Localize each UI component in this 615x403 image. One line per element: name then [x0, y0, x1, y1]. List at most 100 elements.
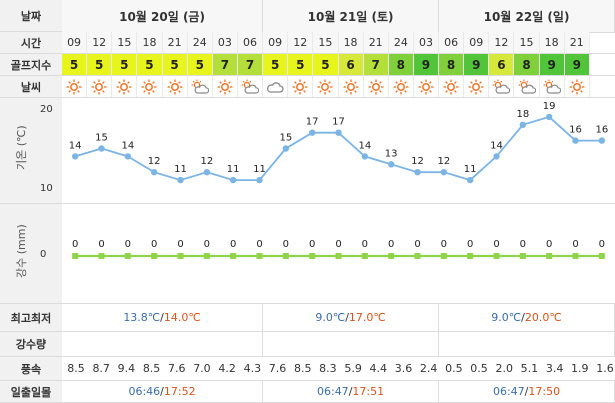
wind-value: 1.9 [571, 362, 589, 375]
temperature-point [414, 169, 421, 176]
wind-value: 8.7 [92, 362, 110, 375]
temperature-label: 17 [306, 117, 319, 128]
cloud-sun-icon [514, 76, 540, 97]
sun-day-2: 06:47/17:51 [263, 381, 440, 402]
sunset-day-2: 17:51 [352, 385, 385, 398]
temperature-point [71, 153, 79, 160]
minmax-separator: / [345, 311, 349, 324]
temperature-label: 17 [332, 117, 345, 128]
precipitation-label: 0 [599, 239, 605, 250]
golf-index-cell: 5 [263, 54, 289, 75]
precipitation-label: 0 [467, 239, 473, 250]
wind-value: 8.3 [319, 362, 337, 375]
wind-value: 7.6 [268, 362, 287, 375]
golf-index-cell: 5 [62, 54, 88, 75]
temperature-label: 11 [227, 164, 240, 175]
wind-value: 3.4 [545, 362, 564, 375]
wind-value: 7.6 [168, 362, 186, 375]
precipitation-marker [388, 253, 395, 259]
temp-axis-title: 기온 (℃) [15, 125, 28, 170]
hour-cell: 15 [313, 32, 339, 53]
precipitation-marker [151, 253, 158, 259]
date-day-3: 10월 22일 (일) [439, 0, 615, 32]
max-temp-day-2: 17.0℃ [348, 311, 386, 324]
weather-icon-row [62, 76, 615, 98]
temperature-point [335, 129, 342, 136]
wind-value: 8.5 [293, 362, 312, 375]
minmax-row: 13.8℃/14.0℃ 9.0℃/17.0℃ 9.0℃/20.0℃ [62, 304, 615, 332]
hour-cell: 21 [564, 32, 590, 53]
hour-row: 09 12 15 18 21 24 03 06 09 12 15 18 21 24 03 06 09 12 15 18… [62, 32, 615, 54]
sun-label: 일출일몰 [0, 381, 62, 403]
golf-index-cell: 7 [237, 54, 264, 75]
golf-index-cell: 5 [87, 54, 113, 75]
hour-cell: 21 [162, 32, 188, 53]
date-day-2: 10월 21일 (토) [263, 0, 440, 32]
hour-cell: 09 [263, 32, 289, 53]
temperature-point [466, 176, 474, 184]
hour-cell: 21 [363, 32, 389, 53]
temperature-point [572, 137, 579, 144]
min-temp-day-2: 9.0℃ [315, 311, 346, 324]
temperature-label: 15 [95, 133, 108, 144]
sunrise-day-3: 06:47 [492, 385, 525, 398]
precipitation-marker [598, 253, 605, 259]
precipitation-marker [309, 253, 316, 259]
sunset-day-1: 17:52 [163, 385, 196, 398]
precipitation-marker [493, 253, 500, 259]
precipitation-marker [203, 253, 210, 259]
precipitation-label: 0 [177, 239, 183, 250]
precipitation-label: 0 [98, 239, 104, 250]
golf-index-cell: 5 [313, 54, 339, 75]
sun-icon [389, 76, 414, 97]
sun-icon [62, 76, 88, 97]
hour-cell: 03 [212, 32, 238, 53]
precipitation-marker [440, 253, 447, 259]
wind-value: 0.5 [445, 362, 463, 375]
sun-icon [288, 76, 314, 97]
wind-value: 5.1 [520, 362, 539, 375]
wind-value: 2.0 [495, 362, 513, 375]
precipitation-label: 0 [256, 239, 262, 250]
precipitation-marker [282, 253, 289, 259]
golf-index-cell: 9 [539, 54, 565, 75]
cloud-sun-icon [238, 76, 264, 97]
minmax-separator: / [521, 311, 525, 324]
precipitation-label: 0 [414, 239, 420, 250]
wind-value: 8.5 [67, 362, 85, 375]
weather-label: 날씨 [0, 76, 62, 98]
precipitation-label: 0 [441, 239, 447, 250]
temp-axis-panel: 기온 (℃) 20 10 [0, 98, 62, 204]
sun-icon [464, 76, 490, 97]
golf-index-cell: 8 [439, 54, 465, 75]
temperature-label: 16 [569, 125, 582, 136]
precipitation-label: 0 [335, 239, 341, 250]
hour-cell: 12 [288, 32, 314, 53]
precipitation-marker [414, 253, 421, 259]
sunrise-day-2: 06:47 [316, 385, 349, 398]
golf-index-cell: 9 [564, 54, 590, 75]
wind-value: 3.6 [394, 362, 413, 375]
sun-icon [163, 76, 188, 97]
precip-axis-title: 강수 (mm) [15, 224, 28, 278]
temperature-label: 19 [543, 101, 556, 112]
golf-index-cell: 9 [413, 54, 440, 75]
wind-row: 8.5 8.7 9.4 8.5 7.6 7.0 4.2 4.3 7.6 8.5 8.3 5.9 4.4 3… [62, 357, 615, 381]
minmax-day-3: 9.0℃/20.0℃ [439, 304, 615, 331]
temp-tick-10: 10 [40, 183, 53, 194]
precipitation-label: 0 [493, 239, 499, 250]
sun-icon [137, 76, 163, 97]
precipitation-marker [72, 253, 79, 259]
wind-value: 4.3 [243, 362, 262, 375]
max-temp-day-1: 14.0℃ [163, 311, 201, 324]
precipitation-label: 0 [230, 239, 236, 250]
precipitation-label: 0 [204, 239, 210, 250]
temperature-label: 14 [490, 140, 503, 151]
golf-index-cell: 8 [388, 54, 414, 75]
hour-cell: 24 [187, 32, 213, 53]
temperature-label: 14 [69, 140, 82, 151]
rain-amount-day-1 [62, 332, 264, 356]
temperature-label: 14 [121, 140, 134, 151]
cloud-sun-icon [489, 76, 515, 97]
